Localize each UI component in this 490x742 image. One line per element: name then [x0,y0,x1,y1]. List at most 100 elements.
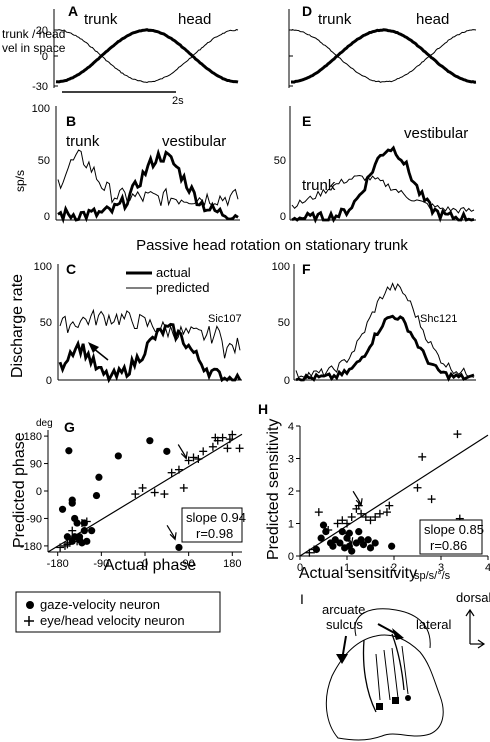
y-tick-label: 1 [288,519,294,531]
eyehead-neuron-point [150,488,159,497]
eyehead-neuron-point [194,454,203,463]
eyehead-neuron-point [385,501,394,510]
head-label-D: head [416,11,449,28]
eyehead-neuron-point [324,526,333,534]
gaze-neuron-point [366,544,375,552]
H-slope: slope 0.85 [424,522,484,537]
row2-ylabel: sp/s [13,170,27,192]
head-velocity-trace-A [55,28,239,84]
panel-label-F: F [302,261,311,277]
arrowhead-C [88,342,109,361]
panel-label-I: I [300,591,304,607]
arrow-shaft [166,525,176,539]
eyehead-neuron-point [357,509,366,518]
eyehead-neuron-point [138,483,147,492]
y-tick-label: 0 [36,486,42,498]
eyehead-neuron-point [184,456,193,465]
arcuate-label-line2: sulcus [326,617,363,632]
H-r: r=0.86 [430,538,467,553]
panel-label-H: H [258,401,268,417]
panel-G: G deg Predicted phase Actual phase -180-… [11,418,246,574]
panel-label-C: C [66,261,76,277]
H-regression-line [299,434,489,557]
highlight-arrow [352,490,363,507]
G-slope: slope 0.94 [186,510,246,525]
eyehead-neuron-point [174,465,183,474]
orientation-arrows [465,608,486,649]
G-axes: -180 -90 0 90 180 180 90 0 -90 -180 [20,430,242,570]
G-regression-line [47,433,243,553]
C-actual-trace [58,322,242,384]
eyehead-neuron-point [73,537,82,546]
eyehead-neuron-point [235,444,244,453]
marker-legend: gaze-velocity neuron eye/head velocity n… [15,591,221,633]
row3: C F 100 50 0 100 50 0 Discharge rate act… [9,261,476,387]
E-vestibular-label: vestibular [404,125,468,142]
y-tick-label: 0 [288,551,294,563]
H-xlabel: Actual sensitivity [299,565,417,582]
legend-gaze-label: gaze-velocity neuron [40,597,160,612]
gaze-neuron-point [95,473,103,481]
gaze-neuron-point [68,499,76,507]
trunk-label-A: trunk [84,11,118,28]
y-tick-label: 180 [24,431,42,443]
highlight-arrow [177,444,188,460]
eyehead-neuron-point [418,452,427,461]
condition-title: Passive head rotation on stationary trun… [136,237,408,254]
E-vestibular-trace [291,145,475,224]
cortex-outline [325,634,444,741]
recording-site-square [392,697,399,704]
gaze-neuron-point [359,541,368,549]
gaze-neuron-point [336,539,344,547]
x-tick-label: 0 [297,562,303,574]
row2-ytick-E: 50 [274,155,286,167]
panel-label-G: G [64,419,75,435]
eyehead-neuron-point [208,442,217,451]
row3-F-ytick: 100 [272,261,290,273]
x-tick-label: 4 [485,562,490,574]
y-tick-label: 90 [30,459,42,471]
y-tick-label: 4 [288,421,294,433]
eyehead-neuron-point [333,519,342,528]
row3-C-ytick: 0 [46,375,52,387]
row1-ylabel-line1: trunk / head [2,27,65,41]
H-xunit: sp/s/°/s [414,570,451,582]
H-points [305,430,464,557]
gaze-neuron-point [83,537,91,545]
eyehead-neuron-point [371,513,380,521]
eyehead-neuron-point [179,483,188,492]
gaze-neuron-point [329,542,337,550]
gaze-neuron-point [388,542,396,550]
y-tick-label: 2 [288,486,294,498]
arrow-head [180,451,188,460]
panel-H: H Predicted sensitivity Actual sensitivi… [258,401,490,582]
E-trunk-label: trunk [302,177,336,194]
regression-line [47,433,243,553]
x-tick-label: 2 [391,562,397,574]
arrow-head [346,537,354,546]
outer-contour [354,608,431,649]
F-predicted-trace [295,282,475,380]
panel-label-D: D [302,3,312,19]
panel-label-B: B [66,113,76,129]
recording-site-circle [405,695,411,701]
row2-ytick: 0 [44,211,50,223]
arrow-head [169,532,177,541]
row2-ytick: 100 [32,103,50,115]
eyehead-neuron-point [131,490,140,499]
G-xlabel: Actual phase [104,557,197,574]
H-axes: 0 1 2 3 4 4 3 2 1 0 [288,421,490,574]
eyehead-neuron-point [314,508,323,517]
x-tick-label: 90 [183,558,195,570]
gaze-neuron-point [364,536,372,544]
arrow-head [355,498,363,507]
eyehead-neuron-point [189,453,198,462]
eyehead-neuron-point [427,495,436,504]
eyehead-neuron-point [228,430,237,439]
B-trunk-label: trunk [66,133,100,150]
sulcus-lines [375,645,409,701]
eyehead-neuron-point [413,483,422,492]
row1-ylabel-line2: vel in space [2,41,66,55]
eyehead-neuron-point [343,519,351,528]
gaze-neuron-point [175,543,183,552]
